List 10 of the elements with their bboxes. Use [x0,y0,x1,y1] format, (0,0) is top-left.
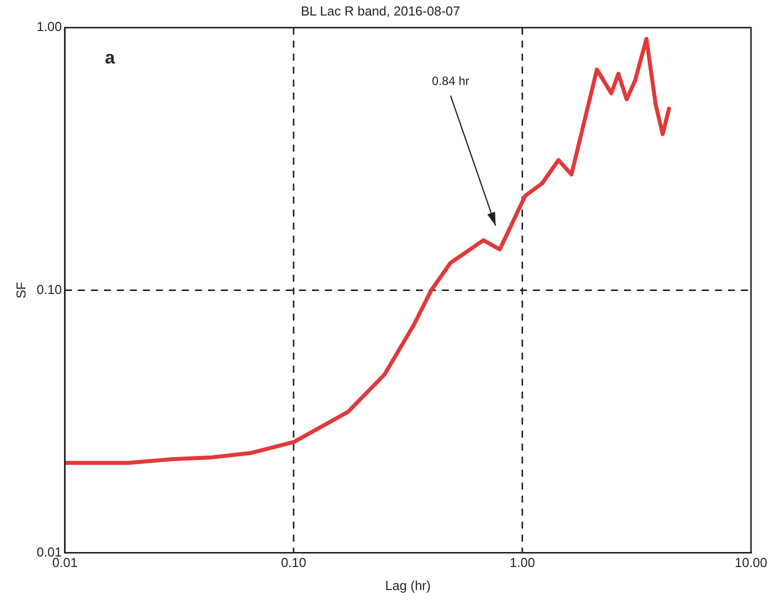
y-axis-title: SF [13,282,28,299]
x-tick-label: 1.00 [510,555,535,570]
y-tick-label: 0.10 [36,282,62,297]
y-tick-label: 1.00 [36,19,62,34]
x-tick-label: 10.00 [734,555,768,570]
annotation: a [104,48,116,68]
annotation: 0.84 hr [432,74,470,88]
chart-title: BL Lac R band, 2016-08-07 [300,3,460,18]
x-tick-label: 0.10 [280,555,306,570]
x-axis-title: Lag (hr) [385,578,431,593]
